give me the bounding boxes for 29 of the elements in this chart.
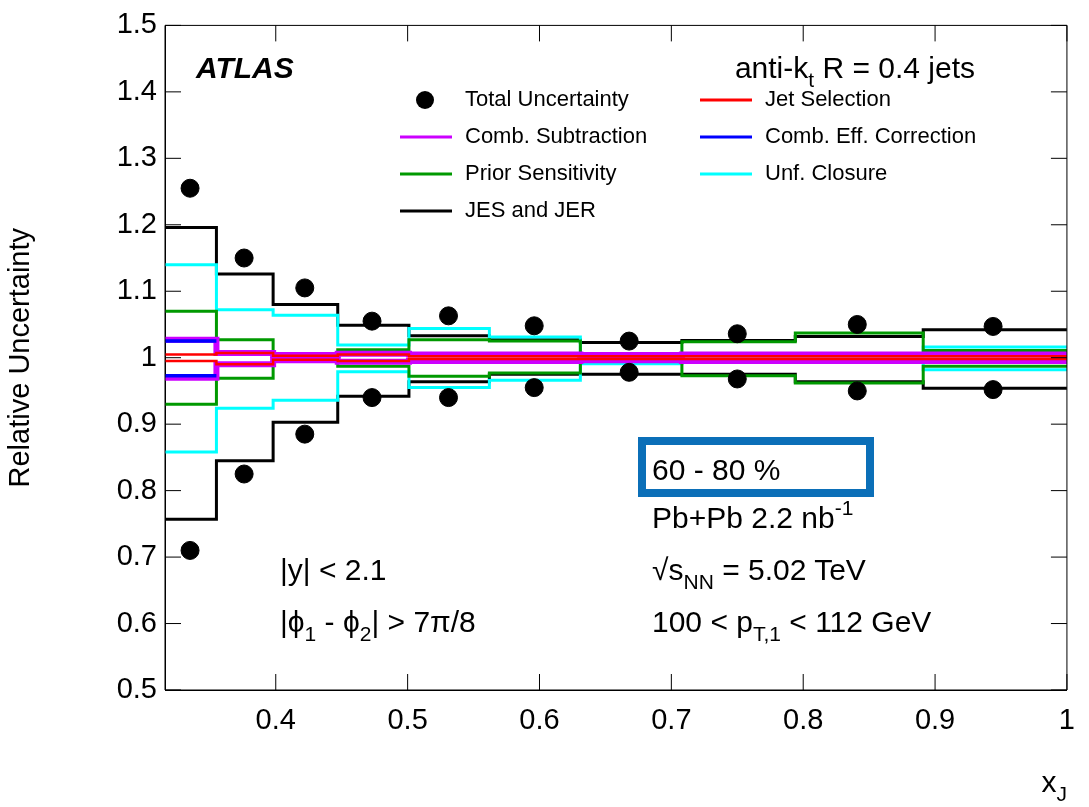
legend-label: Unf. Closure: [765, 160, 888, 186]
y-tick-label: 1.1: [116, 273, 157, 306]
x-tick-label: 0.5: [387, 703, 428, 736]
y-axis-title: Relative Uncertainty: [3, 227, 36, 488]
annotation: 60 - 80 %: [652, 453, 781, 486]
x-tick-label: 0.9: [914, 703, 956, 736]
legend-label: JES and JER: [465, 197, 596, 223]
x-tick-label: 0.7: [651, 703, 692, 736]
y-tick-label: 1.3: [116, 140, 157, 173]
legend-label: Total Uncertainty: [465, 86, 629, 112]
legend-label: Prior Sensitivity: [465, 160, 617, 186]
y-tick-label: 1: [140, 339, 157, 372]
legend-label: Comb. Eff. Correction: [765, 123, 977, 149]
x-tick-label: 0.8: [783, 703, 824, 736]
y-tick-label: 1.5: [116, 7, 157, 40]
y-tick-label: 0.8: [116, 472, 157, 505]
legend-label: Comb. Subtraction: [465, 123, 648, 149]
y-tick-label: 0.9: [116, 406, 157, 439]
y-tick-label: 0.6: [116, 605, 157, 638]
x-tick-label: 0.6: [519, 703, 560, 736]
annotation: |y| < 2.1: [280, 553, 387, 586]
x-tick-label: 1: [1058, 703, 1076, 736]
annotation: ATLAS: [195, 51, 294, 84]
x-tick-label: 0.4: [255, 703, 296, 736]
y-tick-label: 0.7: [116, 539, 157, 572]
y-tick-label: 0.5: [116, 672, 157, 704]
legend-label: Jet Selection: [765, 86, 891, 112]
y-tick-label: 1.4: [116, 73, 157, 106]
y-tick-label: 1.2: [116, 206, 157, 239]
